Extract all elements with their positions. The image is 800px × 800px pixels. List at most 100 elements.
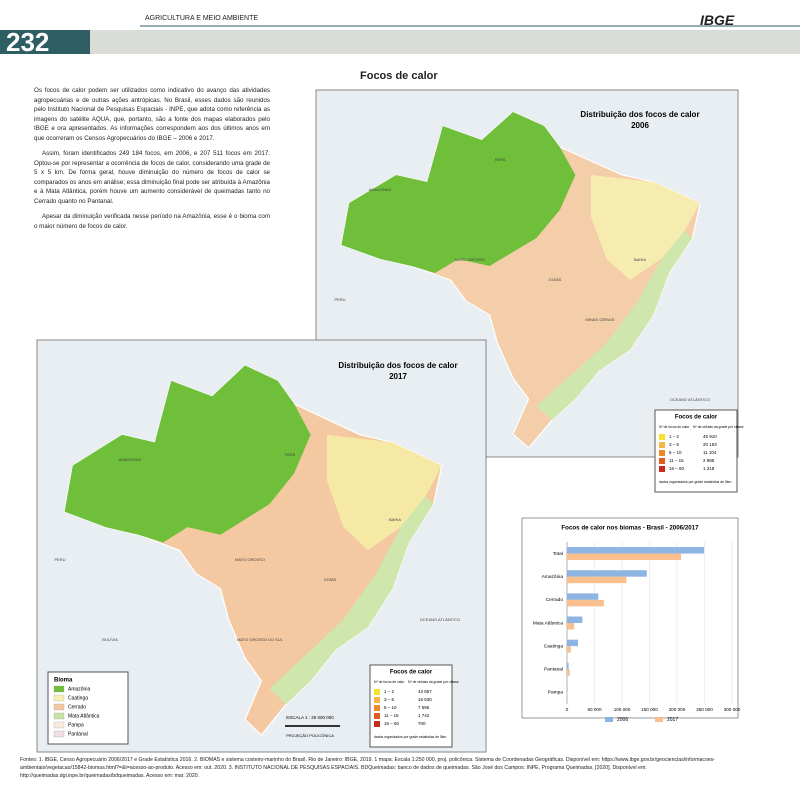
legend-col: Nº de células da grade por classe <box>693 425 744 429</box>
legend-note: dados organizados por grade estatística … <box>374 735 447 739</box>
map-label: AMAZONAS <box>369 187 392 192</box>
biome-label: Caatinga <box>68 695 88 701</box>
legend-swatch <box>659 458 665 464</box>
page-number-box <box>0 30 90 54</box>
biome-swatch <box>53 703 65 711</box>
chart-panel: Focos de calor nos biomas - Brasil - 200… <box>521 517 741 723</box>
map-label: MATO GROSSO DO SUL <box>237 637 284 642</box>
legend-label: 2017 <box>667 717 678 723</box>
bar <box>567 616 583 623</box>
legend-swatch <box>605 717 613 722</box>
y-tick-label: Caatinga <box>544 643 564 649</box>
x-tick-label: 200 000 <box>669 707 686 712</box>
legend-swatch <box>374 705 380 711</box>
legend-count: 20 163 <box>703 442 717 447</box>
legend-class: 11 – 15 <box>384 713 399 718</box>
legend-label: 2006 <box>617 717 628 723</box>
bar <box>567 553 682 561</box>
legend-count: 700 <box>418 721 426 726</box>
legend-swatch <box>655 717 663 722</box>
legend-swatch <box>374 689 380 695</box>
legend-swatch <box>659 466 665 472</box>
page-number: 232 <box>6 27 50 57</box>
map-label: BAHIA <box>634 257 646 262</box>
legend-swatch <box>374 697 380 703</box>
y-tick-label: Cerrado <box>546 597 564 603</box>
map-label: BAHIA <box>389 517 401 522</box>
legend-count: 16 530 <box>418 697 432 702</box>
map-label: OCEANO ATLÂNTICO <box>420 617 460 622</box>
x-tick-label: 100 000 <box>614 707 631 712</box>
biome-label: Pampa <box>68 722 84 728</box>
legend-count: 2 985 <box>703 458 715 463</box>
legend-note: dados organizados por grade estatística … <box>659 480 732 484</box>
section-title: AGRICULTURA E MEIO AMBIENTE <box>145 15 259 22</box>
paragraph: Apesar da diminuição verificada nesse pe… <box>34 213 270 230</box>
x-tick-label: 50 000 <box>587 707 601 712</box>
bar <box>567 623 575 630</box>
x-tick-label: 150 000 <box>641 707 658 712</box>
map-label: PERU <box>334 297 345 302</box>
legend-col: Nº de células da grade por classe <box>408 680 459 684</box>
legend-swatch <box>374 713 380 719</box>
biome-swatch <box>53 721 65 729</box>
map-label: PARÁ <box>285 452 296 457</box>
map-label: MATO GROSSO <box>455 257 485 262</box>
map-label: MINAS GERAIS <box>586 317 615 322</box>
legend-count: 1 318 <box>703 466 715 471</box>
map-year: 2017 <box>389 372 407 381</box>
legend-count: 45 910 <box>703 434 717 439</box>
map-year: 2006 <box>631 121 649 130</box>
biome-swatch <box>53 712 65 720</box>
map-label: GOIÁS <box>549 277 562 282</box>
biome-label: Pantanal <box>68 731 88 737</box>
legend-class: 16 – 60 <box>669 466 685 471</box>
logo: IBGE <box>700 12 735 28</box>
map-title: Distribuição dos focos de calor <box>580 110 699 119</box>
legend-col: Nº de focos de calor <box>659 425 690 429</box>
biome-label: Amazônia <box>68 686 90 692</box>
legend-class: 1 – 2 <box>669 434 680 439</box>
legend-count: 11 104 <box>703 450 717 455</box>
bar <box>567 593 599 600</box>
bar <box>567 599 604 607</box>
bar <box>567 685 568 693</box>
legend-class: 1 – 2 <box>384 689 395 694</box>
map-label: AMAZONAS <box>119 457 142 462</box>
map-legend-box <box>654 409 738 493</box>
biome-swatch <box>53 694 65 702</box>
map-2017: Distribuição dos focos de calor 2017 AMAZO… <box>36 339 487 753</box>
legend-count: 7 596 <box>418 705 430 710</box>
bar <box>567 547 705 554</box>
map-projection: PROJEÇÃO POLICÔNICA <box>286 733 334 738</box>
x-tick-label: 250 000 <box>696 707 713 712</box>
legend-swatch <box>659 434 665 440</box>
y-tick-label: Pampa <box>548 690 564 696</box>
paragraph: Os focos de calor podem ser utilizados c… <box>34 87 270 142</box>
bar <box>567 639 578 647</box>
legend-class: 3 – 5 <box>669 442 680 447</box>
map-label: PERU <box>54 557 65 562</box>
map-label: MATO GROSSO <box>235 557 265 562</box>
y-tick-label: Total <box>553 551 563 557</box>
biome-legend-title: Bioma <box>54 678 73 684</box>
bar <box>567 576 627 584</box>
legend-title: Focos de calor <box>390 670 433 676</box>
bar <box>567 646 571 653</box>
bar <box>567 662 569 670</box>
legend-class: 16 – 60 <box>384 721 400 726</box>
biome-label: Cerrado <box>68 704 86 710</box>
x-tick-label: 0 <box>566 707 569 712</box>
legend-class: 11 – 15 <box>669 458 684 463</box>
legend-col: Nº de focos de calor <box>374 680 405 684</box>
y-tick-label: Amazônia <box>542 574 564 580</box>
map-title: Distribuição dos focos de calor <box>338 361 457 370</box>
legend-swatch <box>374 721 380 727</box>
paragraph: Assim, foram identificados 249 184 focos… <box>34 150 270 205</box>
map-scale: ESCALA 1 : 25 000 000 <box>286 715 334 720</box>
map-label: PARÁ <box>495 157 506 162</box>
header-band <box>0 30 800 54</box>
biome-label: Mata Atlântica <box>68 713 100 719</box>
